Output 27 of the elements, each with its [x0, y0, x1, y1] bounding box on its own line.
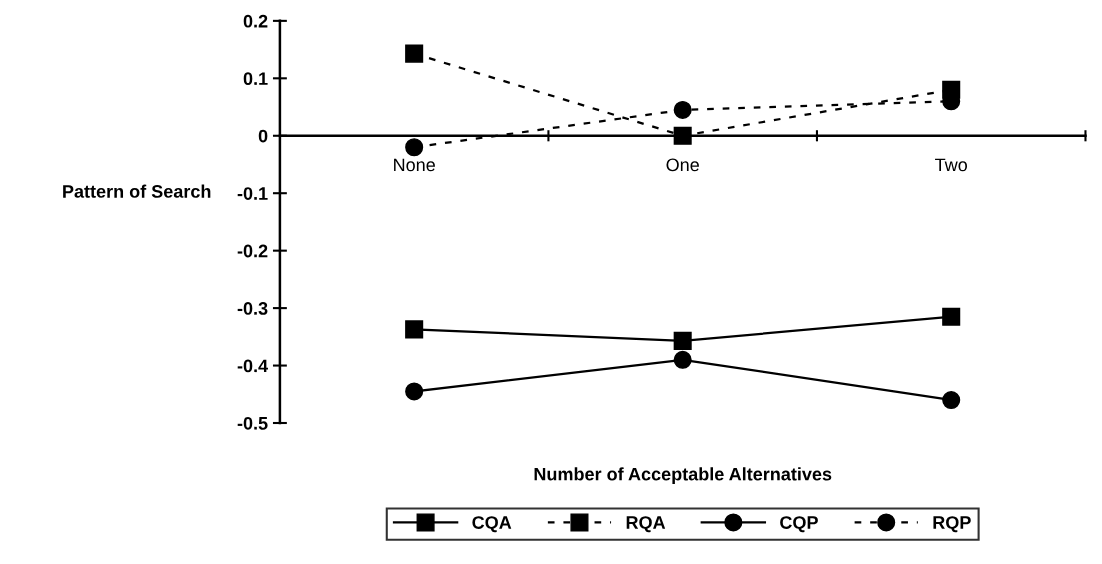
point: [673, 126, 692, 145]
x-axis-title: Number of Acceptable Alternatives: [534, 467, 832, 485]
point: [942, 307, 961, 326]
point: [405, 44, 424, 63]
legend-label: RQA: [626, 516, 666, 533]
y-axis-title: Pattern of Search: [63, 184, 211, 198]
x-tick-label: One: [666, 158, 699, 172]
y-tick-label: 0: [258, 129, 268, 143]
y-tick-label: -0.5: [237, 416, 268, 430]
x-tick-label: Two: [935, 158, 968, 172]
y-tick-label: 0.2: [243, 14, 268, 28]
point: [405, 382, 424, 401]
point: [673, 100, 692, 119]
point: [405, 320, 424, 339]
y-tick-label: 0.1: [243, 72, 268, 86]
point: [942, 390, 961, 410]
y-tick-label: -0.2: [237, 244, 268, 258]
legend-label: CQA: [472, 516, 512, 533]
point: [673, 350, 692, 369]
point: [405, 138, 424, 157]
y-tick-label: -0.3: [237, 302, 268, 315]
legend-label: RQP: [933, 516, 971, 533]
x-tick-label: None: [394, 158, 435, 172]
y-tick-label: -0.1: [237, 187, 268, 200]
legend-label: CQP: [780, 516, 818, 533]
y-tick-label: -0.4: [237, 359, 269, 373]
point: [673, 331, 692, 350]
